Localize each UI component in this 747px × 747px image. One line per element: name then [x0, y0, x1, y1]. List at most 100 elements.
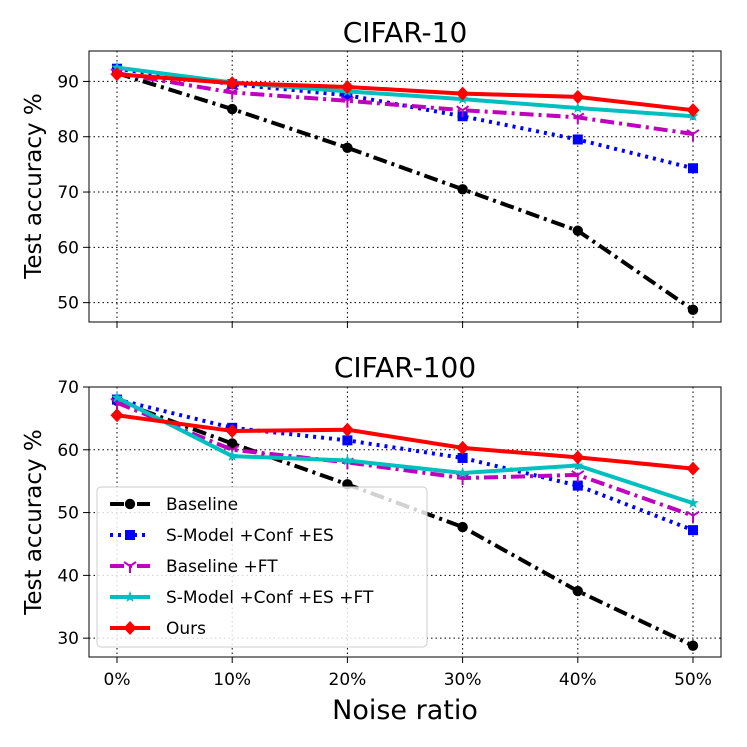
x-tick-label: 30%: [444, 670, 482, 690]
data-point-ours: [340, 422, 354, 437]
data-point-s-model-conf-es: [342, 435, 353, 446]
data-point-baseline-ft: [225, 87, 239, 100]
series-line-baseline: [116, 71, 695, 312]
data-point-ours: [456, 440, 470, 455]
series-s-model-conf-es-ft: [111, 391, 699, 509]
series-line-s-model-conf-es-ft: [116, 395, 694, 506]
y-axis-label-cifar100: Test accuracy %: [21, 429, 47, 616]
series-line-ours: [116, 413, 694, 471]
data-point-s-model-conf-es-ft: [456, 467, 469, 478]
data-point-s-model-conf-es-ft: [687, 497, 699, 509]
legend-item-s-model-conf-es-ft: S-Model +Conf +ES +FT: [110, 588, 374, 608]
legend-item-s-model-conf-es: S-Model +Conf +ES: [110, 526, 334, 546]
series-line-baseline-ft: [116, 400, 694, 518]
data-point-baseline: [572, 225, 583, 236]
data-point-ours: [110, 67, 124, 82]
data-point-baseline: [572, 585, 583, 597]
legend-label: S-Model +Conf +ES +FT: [166, 588, 374, 608]
y-tick-label: 90: [57, 72, 79, 92]
data-point-s-model-conf-es: [457, 452, 468, 463]
legend-item-baseline: Baseline: [110, 495, 238, 515]
data-point-baseline-ft: [686, 129, 700, 141]
data-point-s-model-conf-es: [688, 163, 698, 174]
data-point-baseline: [342, 142, 353, 153]
chart-title-cifar100: CIFAR-100: [334, 351, 476, 384]
data-point-s-model-conf-es-ft: [226, 450, 238, 461]
data-point-baseline-ft: [456, 105, 470, 118]
panel-cifar100: 30 40 50 60 70 0% 10% 20% 30% 40% 50% CIFAR-100 T…: [21, 351, 722, 726]
data-point-s-model-conf-es: [572, 134, 583, 145]
series-line-ours: [116, 72, 694, 113]
data-point-s-model-conf-es: [572, 480, 583, 491]
y-tick-label: 70: [57, 378, 79, 398]
legend-label: S-Model +Conf +ES: [166, 526, 334, 546]
data-point-baseline-ft: [571, 470, 585, 482]
chart-title-cifar10: CIFAR-10: [343, 16, 468, 49]
data-point-ours: [686, 461, 700, 476]
data-point-baseline-ft: [686, 510, 700, 523]
data-point-baseline: [227, 103, 238, 115]
legend-marker: [124, 591, 136, 602]
x-ticks-cifar100: 0% 10% 20% 30% 40% 50%: [104, 657, 712, 690]
data-point-baseline: [687, 304, 699, 316]
legend-label: Ours: [166, 619, 206, 639]
data-point-ours: [110, 408, 124, 423]
data-point-s-model-conf-es: [688, 525, 698, 536]
y-tick-label: 40: [57, 566, 79, 586]
data-point-ours: [686, 103, 700, 118]
data-point-s-model-conf-es-ft: [572, 101, 584, 113]
data-point-ours: [225, 423, 239, 438]
legend-marker: [123, 561, 137, 573]
legend-box: [96, 486, 428, 648]
plot-frame-cifar10: [88, 50, 722, 323]
x-tick-label: 0%: [104, 670, 131, 690]
legend-marker: [125, 530, 135, 540]
x-tick-label: 50%: [674, 670, 712, 690]
data-point-baseline: [227, 438, 238, 449]
series-ours: [110, 67, 700, 118]
data-point-baseline: [457, 521, 468, 533]
data-point-ours: [456, 86, 470, 101]
data-point-baseline: [457, 184, 468, 195]
data-point-s-model-conf-es-ft: [341, 454, 354, 466]
data-point-ours: [225, 76, 239, 91]
legend-marker: [123, 621, 137, 635]
legend-label: Baseline: [166, 495, 238, 515]
x-tick-label: 10%: [213, 670, 251, 690]
x-axis-label: Noise ratio: [332, 695, 478, 726]
data-point-ours: [571, 89, 585, 104]
data-point-s-model-conf-es-ft: [572, 459, 584, 471]
x-tick-label: 40%: [559, 670, 597, 690]
legend: Baseline S-Model +Conf +ES Baseline +FT S-M…: [96, 486, 428, 648]
x-ticks-cifar10: [116, 322, 694, 328]
legend-label: Baseline +FT: [166, 557, 278, 577]
y-ticks-cifar100: 30 40 50 60 70: [57, 378, 89, 649]
panel-cifar10: 50 60 70 80 90 CIFAR-10 Test accuracy %: [21, 16, 722, 328]
series-line-baseline-ft: [116, 71, 694, 136]
y-axis-label-cifar10: Test accuracy %: [21, 93, 47, 280]
legend-item-baseline-ft: Baseline +FT: [110, 557, 278, 577]
x-tick-label: 20%: [329, 670, 367, 690]
data-point-baseline: [687, 640, 699, 651]
data-point-s-model-conf-es-ft: [111, 61, 123, 73]
legend-item-ours: Ours: [110, 619, 206, 639]
data-point-ours: [340, 79, 354, 94]
series-cifar10: [110, 61, 700, 316]
plot-frame-cifar100: [88, 386, 722, 658]
y-tick-label: 30: [57, 629, 79, 649]
data-point-ours: [571, 450, 585, 465]
data-point-s-model-conf-es-ft: [111, 391, 123, 403]
data-point-s-model-conf-es: [342, 90, 353, 101]
legend-marker: [124, 498, 136, 510]
data-point-baseline-ft: [340, 95, 354, 108]
y-ticks-cifar10: 50 60 70 80 90: [57, 72, 89, 314]
y-tick-label: 50: [57, 504, 79, 524]
y-tick-label: 50: [57, 294, 79, 314]
y-tick-label: 70: [57, 183, 79, 203]
data-point-baseline-ft: [571, 112, 585, 125]
y-tick-label: 80: [57, 128, 79, 148]
y-tick-label: 60: [57, 441, 79, 461]
y-tick-label: 60: [57, 238, 79, 258]
series-ours: [110, 408, 700, 476]
